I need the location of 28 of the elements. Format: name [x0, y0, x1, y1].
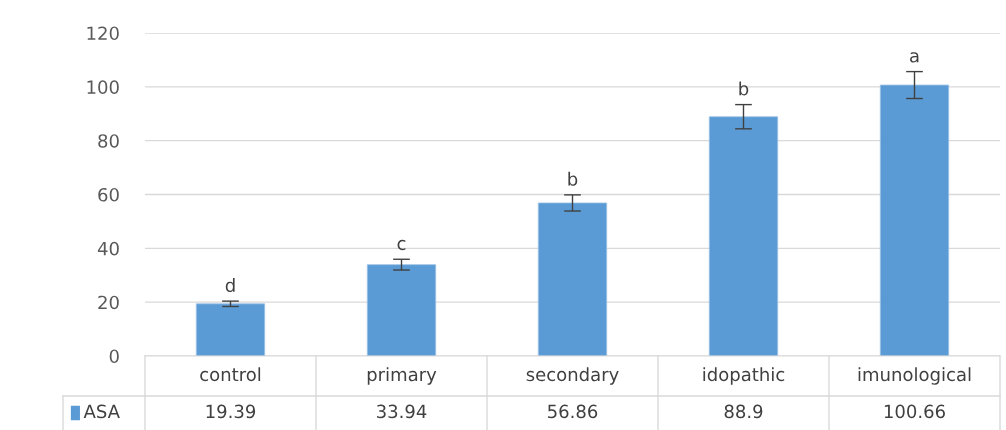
annotation: a [910, 52, 919, 63]
x-tick-label: primary [367, 367, 437, 385]
y-tick-label: 0 [109, 349, 119, 364]
y-tick-label: 20 [98, 295, 119, 310]
y-tick-label: 80 [98, 134, 119, 148]
x-tick-label: imunological [858, 367, 971, 385]
bar [708, 116, 779, 356]
data-label: 19.39 [206, 404, 256, 419]
y-tick-label: 120 [87, 26, 119, 41]
data-label: 100.66 [884, 404, 945, 419]
x-tick-label: control [200, 367, 261, 382]
data-label: 33.94 [377, 404, 427, 419]
annotation: d [225, 278, 235, 293]
data-label: 88.9 [724, 404, 763, 419]
annotation: b [739, 81, 749, 96]
legend-label: ASA [83, 404, 120, 419]
y-tick-label: 40 [97, 241, 119, 256]
annotation: c [397, 239, 406, 251]
annotation: b [568, 171, 578, 186]
x-tick-label: secondary [526, 367, 619, 385]
bar [537, 202, 608, 356]
y-tick-label: 100 [87, 80, 119, 94]
data-label: 56.86 [548, 404, 598, 419]
y-tick-label: 60 [98, 187, 119, 202]
bar [366, 264, 437, 356]
bar [879, 84, 950, 356]
x-tick-label: idopathic [703, 367, 785, 385]
bar [195, 303, 266, 356]
